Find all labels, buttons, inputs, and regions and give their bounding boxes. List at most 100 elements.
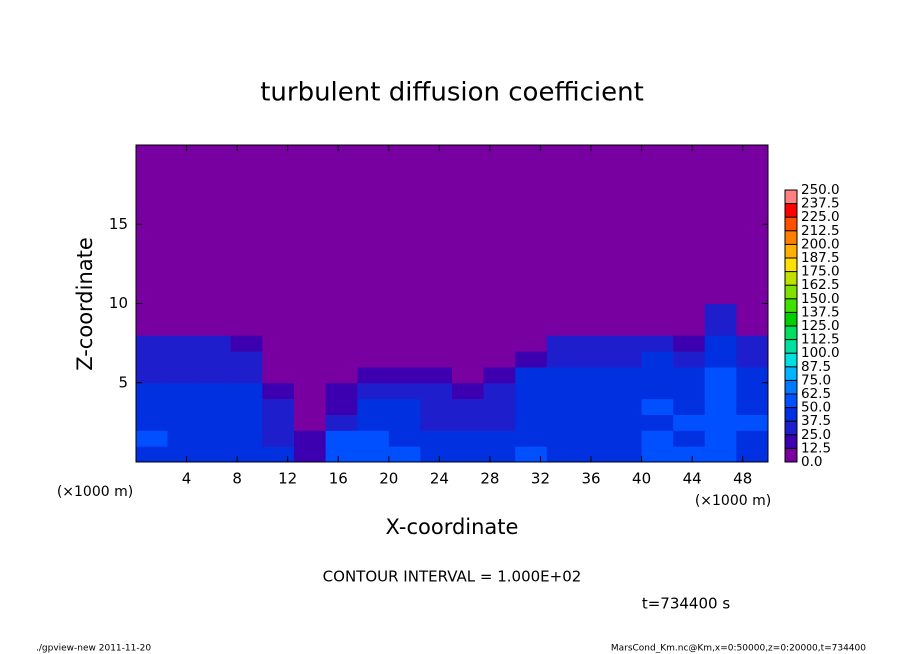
heatmap-cell	[420, 287, 453, 304]
heatmap-cell	[546, 319, 579, 336]
heatmap-cell	[546, 287, 579, 304]
heatmap-cell	[578, 430, 611, 447]
heatmap-cell	[610, 287, 643, 304]
heatmap-cell	[641, 414, 674, 431]
heatmap-cell	[136, 335, 169, 352]
heatmap-cell	[357, 335, 390, 352]
heatmap-cell	[388, 414, 421, 431]
heatmap-cell	[230, 366, 263, 384]
heatmap-cell	[388, 303, 421, 320]
heatmap-cell	[452, 414, 485, 431]
x-unit: (×1000 m)	[695, 493, 771, 509]
colorbar-label: 62.5	[801, 386, 831, 402]
heatmap-cell	[230, 319, 263, 336]
heatmap-cell	[230, 287, 263, 304]
heatmap-cell	[673, 335, 706, 352]
colorbar-box	[785, 394, 797, 408]
heatmap-cell	[262, 319, 295, 336]
heatmap-cell	[325, 351, 358, 368]
heatmap-cell	[515, 398, 548, 415]
heatmap-cell	[610, 414, 643, 431]
heatmap-cell	[294, 414, 327, 431]
heatmap-cell	[262, 351, 295, 368]
colorbar-label: 12.5	[801, 440, 831, 456]
colorbar-label: 212.5	[801, 223, 840, 239]
heatmap-cell	[546, 430, 579, 447]
heatmap-cell	[167, 366, 200, 384]
heatmap-cell	[388, 319, 421, 336]
x-tick-label: 4	[182, 470, 192, 488]
colorbar-label: 0.0	[801, 454, 822, 470]
heatmap-cell	[420, 335, 453, 352]
heatmap-cell	[515, 446, 548, 463]
heatmap-cell	[736, 319, 769, 336]
heatmap-cell	[736, 430, 769, 447]
heatmap-cell	[610, 382, 643, 400]
heatmap-cell	[610, 366, 643, 384]
heatmap-cell	[515, 287, 548, 304]
colorbar-box	[785, 244, 797, 258]
heatmap-cell	[136, 398, 169, 415]
heatmap-cell	[578, 335, 611, 352]
heatmap-cell	[325, 319, 358, 336]
heatmap-cell	[736, 287, 769, 304]
heatmap-cell	[578, 351, 611, 368]
heatmap-cell	[294, 303, 327, 320]
colorbar-box	[785, 421, 797, 435]
heatmap-cell	[515, 351, 548, 368]
colorbar-box	[785, 434, 797, 449]
colorbar-box	[785, 353, 797, 367]
heatmap-cell	[578, 398, 611, 415]
colorbar-box	[785, 230, 797, 245]
heatmap-cell	[578, 366, 611, 384]
heatmap-cell	[578, 414, 611, 431]
heatmap-cell	[357, 287, 390, 304]
heatmap-cell	[325, 430, 358, 447]
x-tick-label: 32	[531, 470, 550, 488]
heatmap-cell	[199, 414, 232, 431]
heatmap-cell	[610, 303, 643, 320]
heatmap-cell	[578, 287, 611, 304]
heatmap-cell	[704, 303, 737, 320]
heatmap-cell	[673, 382, 706, 400]
heatmap-cell	[420, 446, 453, 463]
heatmap-cell	[136, 287, 169, 304]
colorbar-box	[785, 326, 797, 340]
heatmap-cell	[420, 382, 453, 400]
heatmap-cell	[641, 398, 674, 415]
heatmap-cell	[515, 414, 548, 431]
heatmap-cell	[704, 351, 737, 368]
heatmap-cell	[736, 398, 769, 415]
heatmap-cell	[325, 398, 358, 415]
heatmap-cell	[325, 414, 358, 431]
heatmap-cell	[452, 319, 485, 336]
heatmap-cell	[325, 303, 358, 320]
heatmap-cell	[736, 366, 769, 384]
heatmap-cell	[610, 398, 643, 415]
x-tick-label: 24	[430, 470, 449, 488]
heatmap-cell	[673, 303, 706, 320]
colorbar-label: 125.0	[801, 318, 840, 334]
chart-title: turbulent diffusion coefficient	[260, 78, 644, 108]
heatmap-cell	[736, 382, 769, 400]
colorbar-label: 225.0	[801, 209, 840, 225]
heatmap-cell	[199, 335, 232, 352]
heatmap-cell	[388, 430, 421, 447]
x-tick-label: 8	[232, 470, 242, 488]
heatmap-cell	[420, 366, 453, 384]
heatmap-cell	[136, 430, 169, 447]
heatmap-cell	[167, 335, 200, 352]
heatmap-cell	[136, 319, 169, 336]
heatmap-cell	[546, 351, 579, 368]
y-tick-label: 10	[109, 294, 128, 312]
colorbar-label: 87.5	[801, 359, 831, 375]
heatmap-cell	[483, 414, 516, 431]
heatmap-cell	[420, 351, 453, 368]
heatmap-cell	[420, 414, 453, 431]
heatmap-cell	[167, 351, 200, 368]
colorbar-box	[785, 271, 797, 286]
x-tick-label: 12	[278, 470, 297, 488]
heatmap-cell	[167, 446, 200, 463]
contour-interval: CONTOUR INTERVAL = 1.000E+02	[323, 568, 582, 586]
heatmap-cell	[262, 382, 295, 400]
